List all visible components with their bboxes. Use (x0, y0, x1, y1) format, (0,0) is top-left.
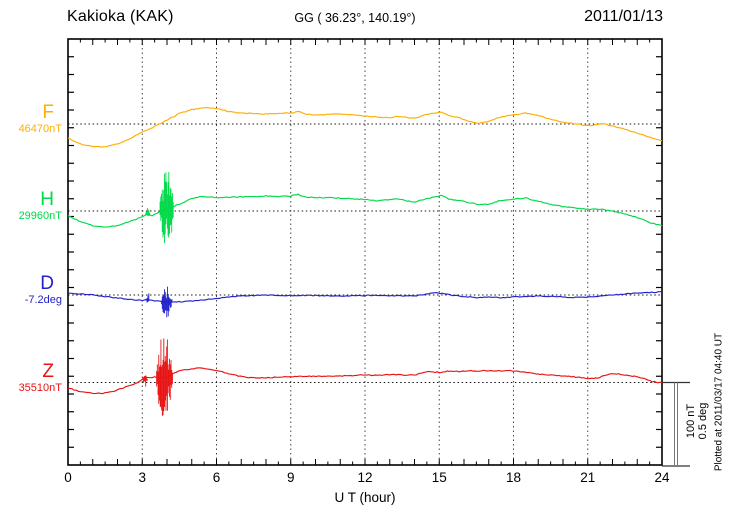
plot-date: 2011/01/13 (584, 8, 663, 25)
series-letter-D: D (40, 273, 54, 294)
plotted-at-note: Plotted at 2011/03/17 04:40 UT (713, 332, 725, 472)
x-axis-title: U T (hour) (334, 490, 396, 505)
series-label-H: H 29960nT (0, 190, 63, 223)
scale-bar-deg: 0.5 deg (697, 402, 709, 440)
series-letter-Z: Z (42, 360, 54, 382)
x-tick-label-21: 21 (580, 470, 596, 485)
x-tick-label-24: 24 (654, 470, 670, 485)
series-letter-H: H (40, 189, 54, 210)
series-reference-Z: 35510nT (18, 381, 62, 394)
trace-F (67, 107, 663, 148)
series-label-D: D -7.2deg (0, 274, 63, 307)
series-label-Z: Z 35510nT (0, 360, 63, 395)
scale-bar-nt: 100 nT (685, 403, 697, 439)
x-tick-label-12: 12 (357, 470, 373, 485)
series-label-F: F 46470nT (0, 103, 63, 136)
x-tick-label-18: 18 (505, 470, 522, 485)
x-tick-label-3: 3 (138, 470, 147, 485)
series-reference-D: -7.2deg (24, 294, 62, 306)
x-tick-label-9: 9 (286, 470, 295, 485)
series-reference-F: 46470nT (18, 123, 62, 135)
x-tick-label-0: 0 (64, 470, 72, 485)
station-coordinates: GG ( 36.23°, 140.19°) (294, 11, 416, 25)
x-tick-label-6: 6 (212, 470, 221, 485)
series-letter-F: F (42, 102, 54, 123)
station-title: Kakioka (KAK) (67, 8, 174, 25)
x-tick-label-15: 15 (431, 470, 447, 485)
scale-bar-label: 100 nT 0.5 deg (685, 403, 709, 440)
series-reference-H: 29960nT (18, 210, 62, 222)
